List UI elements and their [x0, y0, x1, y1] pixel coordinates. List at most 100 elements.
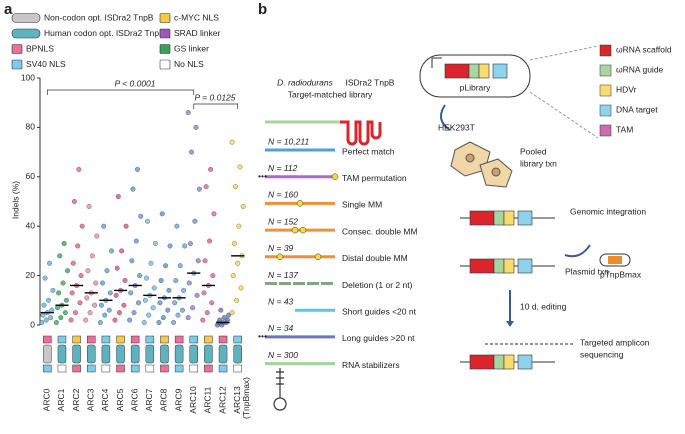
data-point — [45, 297, 51, 303]
construct-tag — [72, 335, 81, 344]
data-point — [221, 315, 227, 321]
data-point — [113, 292, 119, 298]
data-point — [156, 320, 162, 325]
construct-tag — [145, 364, 155, 373]
mismatch — [296, 200, 304, 207]
data-point — [166, 287, 172, 293]
legend-swatch — [11, 13, 41, 23]
data-point — [101, 223, 107, 229]
x-tick-label: ARC12 — [217, 386, 227, 414]
data-point — [136, 300, 141, 306]
data-point — [196, 186, 202, 192]
data-point — [76, 166, 82, 172]
data-point — [114, 265, 120, 271]
data-point — [233, 184, 238, 190]
construct-tag — [43, 335, 52, 344]
data-point — [68, 317, 74, 323]
x-tick-label: ARC3 — [86, 388, 96, 411]
library-label: Long guides >20 nt — [342, 333, 415, 343]
legend-label: Non-codon opt. ISDra2 TnpB — [44, 12, 154, 22]
data-point — [109, 248, 114, 254]
construct-part — [444, 63, 470, 79]
construct-body — [233, 344, 242, 364]
construct-tag — [174, 335, 184, 344]
construct-body — [160, 344, 169, 364]
data-point — [49, 307, 55, 313]
data-point — [50, 287, 56, 293]
construct-tag — [101, 335, 111, 344]
x-tick-label: ARC9 — [173, 388, 183, 411]
data-point — [133, 238, 139, 244]
x-tick-label: ARC1 — [56, 388, 66, 411]
library-title: ISDra2 TnpB — [346, 77, 395, 87]
data-point — [189, 149, 194, 155]
data-point — [71, 199, 77, 204]
legend-label: ωRNA scaffold — [616, 44, 672, 54]
construct-tag — [204, 364, 213, 373]
construct-body — [145, 344, 155, 364]
y-tick-label: 60 — [26, 171, 36, 181]
data-point — [84, 295, 90, 301]
data-point — [218, 307, 224, 313]
data-point — [83, 317, 89, 323]
data-point — [104, 268, 110, 274]
data-point — [63, 297, 69, 303]
dots: ••• — [258, 331, 267, 341]
x-tick-label: ARC8 — [159, 388, 169, 411]
plasmid — [419, 54, 531, 98]
data-point — [150, 305, 156, 311]
arrow — [564, 244, 591, 258]
x-tick-label: ARC5 — [115, 388, 125, 411]
data-point — [208, 166, 214, 172]
construct-tag — [116, 335, 125, 344]
construct-tag — [233, 335, 242, 344]
step: library txn — [520, 158, 557, 168]
data-point — [47, 260, 52, 266]
construct-tag — [130, 364, 140, 373]
data-point — [65, 268, 70, 274]
data-point — [163, 263, 169, 269]
construct-body — [218, 344, 228, 364]
arrowhead — [506, 321, 514, 327]
data-point — [231, 241, 237, 246]
data-point — [58, 315, 64, 321]
data-point — [234, 297, 240, 303]
step: 10 d, editing — [520, 301, 567, 311]
construct-part — [469, 258, 495, 274]
legend-swatch — [159, 28, 171, 39]
data-point — [229, 139, 235, 145]
construct-tag — [57, 335, 67, 344]
construct-part — [517, 354, 533, 370]
data-point — [174, 223, 180, 229]
step: Targeted amplicon — [580, 337, 650, 347]
library-n: N = 137 — [268, 270, 298, 280]
plasmid — [599, 253, 631, 267]
panel-label: a — [4, 1, 13, 18]
data-point — [177, 263, 183, 269]
data-point — [190, 305, 196, 311]
data-point — [55, 305, 60, 311]
data-point — [240, 203, 246, 209]
construct-body — [57, 344, 67, 364]
legend-swatch — [599, 84, 612, 97]
construct-part — [468, 63, 480, 79]
data-point — [89, 253, 95, 259]
library-label: RNA stabilizers — [342, 360, 400, 370]
construct-tag — [116, 364, 125, 373]
construct-part — [469, 210, 495, 226]
data-point — [144, 275, 149, 281]
data-point — [43, 317, 49, 323]
data-point — [122, 278, 128, 283]
construct-body — [189, 344, 198, 364]
data-point — [56, 290, 62, 296]
data-point — [230, 273, 236, 279]
data-point — [121, 302, 127, 308]
data-point — [167, 243, 173, 249]
construct-tag — [43, 364, 52, 373]
data-point — [182, 243, 188, 249]
data-point — [173, 278, 179, 283]
data-point — [207, 238, 212, 244]
data-point — [138, 213, 144, 219]
data-point — [192, 218, 198, 224]
construct-tag — [189, 364, 198, 373]
